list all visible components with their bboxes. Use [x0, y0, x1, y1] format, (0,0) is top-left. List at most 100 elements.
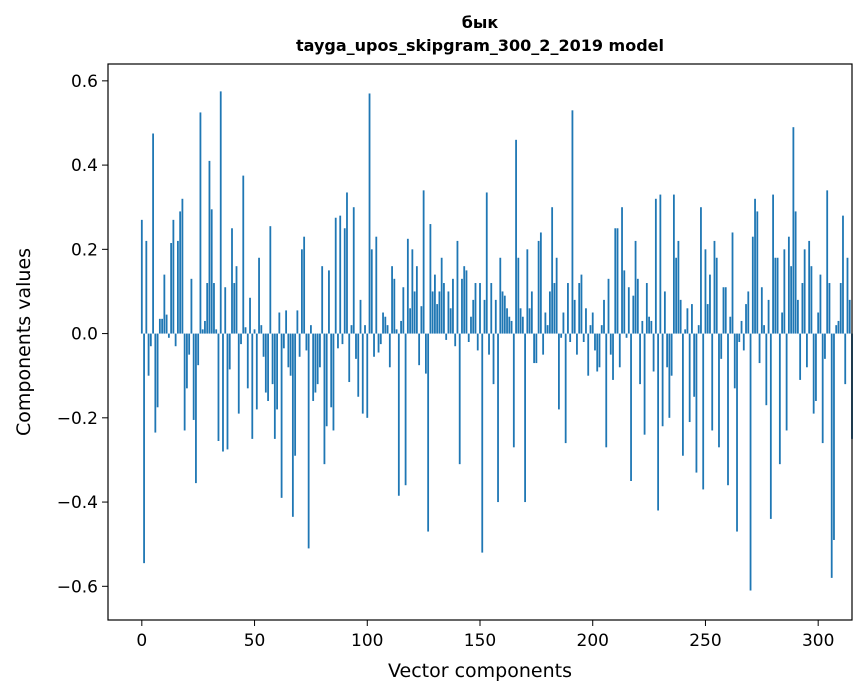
bar	[548, 291, 551, 334]
bar	[535, 333, 538, 364]
bar	[810, 266, 813, 334]
bar	[609, 333, 612, 355]
bar	[677, 240, 680, 334]
bar	[623, 270, 626, 334]
bar	[625, 333, 628, 338]
bar	[706, 304, 709, 334]
bar	[373, 333, 375, 357]
bar	[300, 249, 303, 334]
bar	[742, 333, 745, 351]
bar	[422, 190, 425, 334]
bar	[467, 333, 470, 342]
bar	[456, 240, 459, 334]
bar	[370, 249, 373, 334]
bar	[174, 333, 177, 347]
y-tick-label: −0.4	[57, 493, 98, 513]
bar	[244, 327, 247, 334]
bar	[652, 333, 655, 372]
bar	[837, 320, 840, 334]
bar	[571, 110, 574, 334]
bar	[796, 299, 799, 334]
bar	[375, 236, 378, 334]
y-axis-ticks: −0.6 −0.4 −0.2 0.0 0.2 0.4 0.6	[57, 72, 108, 597]
bar	[222, 333, 224, 452]
bar	[783, 249, 786, 334]
bar	[835, 325, 838, 334]
bar	[587, 333, 590, 376]
bar	[693, 333, 696, 397]
bar	[767, 299, 770, 334]
bar	[668, 333, 671, 418]
bar	[192, 333, 195, 420]
bar	[729, 316, 732, 334]
bar	[612, 333, 614, 380]
bar	[521, 316, 524, 334]
bar	[580, 274, 583, 334]
bar	[772, 194, 774, 334]
bar	[515, 139, 517, 334]
bar	[391, 266, 393, 334]
bar	[312, 333, 315, 401]
bar	[233, 283, 236, 334]
bar	[785, 333, 788, 431]
bar	[217, 333, 220, 441]
bar	[715, 257, 718, 334]
bar	[210, 209, 213, 334]
bar	[657, 333, 660, 511]
bar	[463, 266, 466, 334]
bar	[519, 308, 522, 334]
bar	[246, 333, 249, 389]
bar	[282, 333, 285, 349]
bar	[285, 310, 288, 334]
bar	[289, 333, 292, 376]
bar	[819, 274, 822, 334]
bar	[567, 283, 569, 334]
bar	[806, 333, 808, 368]
bar	[562, 312, 565, 334]
bar	[824, 333, 826, 359]
bar	[713, 240, 716, 334]
bar	[255, 333, 258, 410]
bar	[718, 333, 720, 448]
bar	[276, 333, 278, 410]
bar	[278, 312, 281, 334]
bar	[296, 310, 299, 334]
bar	[366, 333, 369, 418]
bar	[776, 257, 779, 334]
bar	[749, 333, 752, 591]
bar	[298, 333, 301, 357]
bar	[506, 308, 508, 334]
bar	[666, 333, 669, 368]
bar	[386, 325, 389, 334]
bar	[830, 333, 833, 578]
bar	[605, 333, 608, 448]
bar	[848, 299, 851, 334]
bar	[415, 266, 418, 334]
bar	[323, 333, 326, 465]
bar	[758, 333, 761, 364]
bar	[170, 243, 173, 334]
bar	[700, 207, 702, 334]
bar	[682, 333, 684, 456]
bar	[154, 333, 157, 433]
bar	[231, 228, 233, 334]
bar	[454, 333, 457, 347]
bar	[343, 228, 346, 334]
bar	[756, 211, 759, 334]
bar	[639, 333, 641, 385]
bar	[237, 333, 240, 414]
bar	[330, 333, 333, 408]
bar	[332, 333, 335, 431]
bar	[801, 283, 804, 334]
bar	[393, 278, 396, 334]
bar	[357, 333, 360, 397]
bar	[413, 291, 416, 334]
bar	[722, 287, 725, 334]
y-tick-label: 0.4	[71, 156, 98, 176]
bar	[443, 283, 445, 334]
bar	[406, 238, 409, 334]
x-axis-ticks: 0 50 100 150 200 250 300	[136, 620, 834, 651]
bar	[147, 333, 150, 376]
bar	[303, 236, 306, 334]
